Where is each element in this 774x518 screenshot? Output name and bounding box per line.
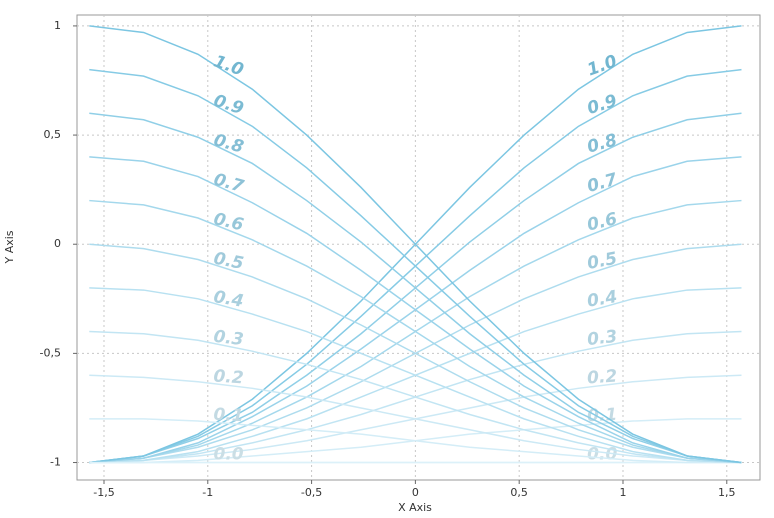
series-label: 0.4 [212, 287, 245, 312]
x-tick-label: 1 [619, 486, 626, 499]
series-label: 0.2 [586, 366, 617, 388]
series-line [89, 374, 742, 464]
y-tick-label: 1 [54, 19, 61, 32]
series-line [89, 112, 742, 464]
y-tick-label: 0,5 [44, 128, 62, 141]
x-tick-label: -1,5 [93, 486, 114, 499]
series-label: 0.3 [586, 327, 618, 350]
series-label: 0.2 [213, 366, 244, 388]
x-tick-label: 1,5 [718, 486, 736, 499]
x-tick-label: 0,5 [510, 486, 528, 499]
x-tick-label: -0,5 [301, 486, 322, 499]
y-tick-label: -1 [50, 456, 61, 469]
series-label: 0.0 [213, 445, 243, 465]
series-line [89, 199, 742, 464]
series-line [89, 287, 742, 464]
series-label: 0.3 [212, 327, 244, 350]
series-line [89, 330, 742, 464]
series-line [89, 156, 742, 464]
series-line [89, 68, 742, 464]
x-tick-label: 0 [412, 486, 419, 499]
series-line [89, 418, 742, 464]
y-tick-label: -0,5 [40, 346, 61, 359]
series-line [89, 243, 742, 464]
x-axis-label: X Axis [398, 501, 432, 514]
series-label: 0.1 [213, 405, 244, 426]
y-tick-label: 0 [54, 237, 61, 250]
series-line [89, 25, 742, 464]
x-tick-label: -1 [202, 486, 213, 499]
y-axis-label: Y Axis [3, 230, 16, 264]
series-label: 0.4 [586, 287, 619, 312]
